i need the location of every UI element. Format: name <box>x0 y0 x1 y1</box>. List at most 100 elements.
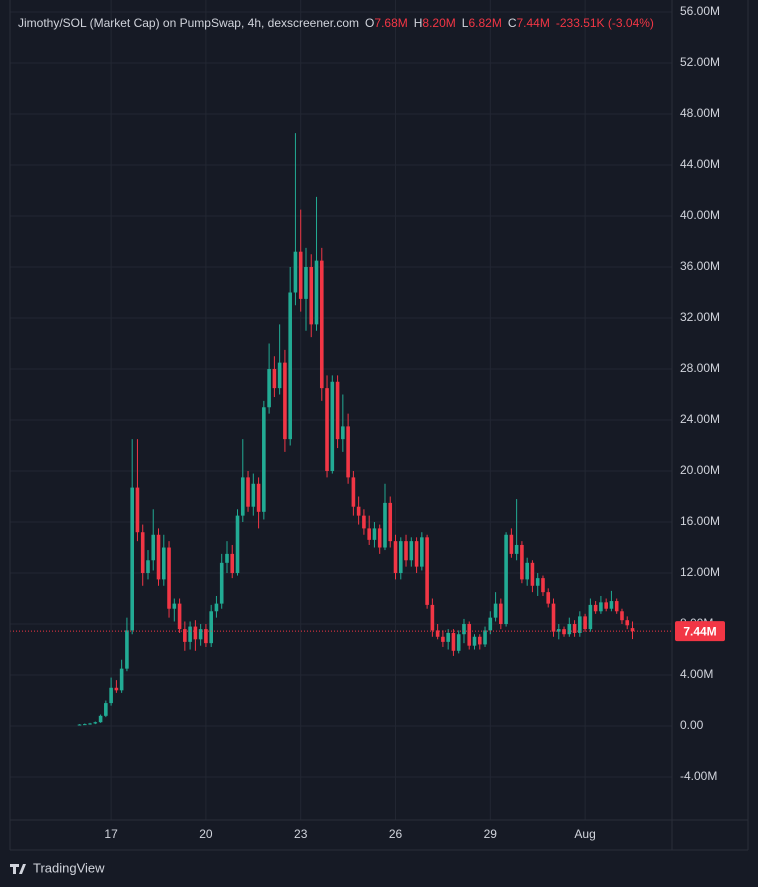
candle-body <box>298 251 303 299</box>
candle-body <box>346 426 350 478</box>
candle-body <box>546 592 551 604</box>
candle-body <box>335 381 340 440</box>
y-tick-label: 20.00M <box>680 463 720 477</box>
y-tick-label: 36.00M <box>680 259 720 273</box>
x-tick-label: 23 <box>294 827 308 841</box>
candles <box>10 133 672 726</box>
candle-body <box>588 604 593 630</box>
grid <box>10 0 672 820</box>
candle-body <box>325 388 329 472</box>
candle-body <box>462 624 466 635</box>
candle-body <box>177 603 182 630</box>
candle-body <box>293 251 298 293</box>
ohlc-label: C <box>508 16 517 30</box>
candle-body <box>572 624 577 633</box>
candle-body <box>246 477 250 507</box>
candle-body <box>377 528 382 548</box>
candle-body <box>156 534 161 580</box>
logo-icon <box>10 864 26 874</box>
candle-body <box>93 722 98 724</box>
y-tick-label: 56.00M <box>680 4 720 18</box>
logo: TradingView <box>10 860 105 875</box>
candle-body <box>230 553 235 574</box>
candle-body <box>525 562 529 580</box>
candle-body <box>504 534 508 625</box>
candle-body <box>456 634 461 651</box>
candle-body <box>251 483 256 507</box>
candle-body <box>404 541 408 561</box>
candle-body <box>551 603 556 632</box>
candle-body <box>98 715 103 723</box>
last-price-box <box>675 621 725 642</box>
x-tick-label: 17 <box>104 827 118 841</box>
candle-body <box>578 616 582 633</box>
ohlc-label: H <box>414 16 423 30</box>
candle-body <box>467 624 472 646</box>
candle-body <box>262 407 266 512</box>
candle-body <box>135 487 140 533</box>
candle-body <box>319 260 324 389</box>
x-tick-label: Aug <box>574 827 595 841</box>
candle-body <box>630 628 635 632</box>
candle-body <box>441 636 445 642</box>
candle-body <box>583 616 587 630</box>
candle-body <box>82 724 87 726</box>
candle-body <box>614 601 619 612</box>
candle-body <box>151 534 156 561</box>
candle-body <box>372 528 377 540</box>
candle-body <box>599 602 603 612</box>
candle-body <box>130 487 134 631</box>
candle-body <box>535 578 540 586</box>
candle-body <box>140 532 145 574</box>
candle-body <box>620 611 624 621</box>
chart-header: Jimothy/SOL (Market Cap) on PumpSwap, 4h… <box>18 16 654 30</box>
candle-body <box>77 724 82 726</box>
candle-body <box>198 629 203 640</box>
candle-body <box>193 626 198 640</box>
ohlc-value: 7.68M <box>374 16 407 30</box>
labels: -4.00M0.004.00M8.00M12.00M16.00M20.00M24… <box>104 4 725 841</box>
candle-body <box>330 381 335 472</box>
candle-body <box>509 534 514 554</box>
candle-body <box>283 362 287 440</box>
candle-body <box>483 630 487 645</box>
candle-body <box>625 620 630 626</box>
title: Jimothy/SOL (Market Cap) on PumpSwap, 4h… <box>18 16 359 30</box>
candle-body <box>204 629 208 644</box>
y-tick-label: 16.00M <box>680 514 720 528</box>
candle-body <box>125 630 129 669</box>
candle-body <box>104 703 108 716</box>
candle-body <box>520 544 524 580</box>
y-tick-label: 24.00M <box>680 412 720 426</box>
candle-body <box>119 668 124 691</box>
candle-body <box>146 560 150 574</box>
candle-body <box>398 541 403 574</box>
y-tick-label: 40.00M <box>680 208 720 222</box>
candle-body <box>499 603 503 625</box>
candle-body <box>472 636 477 646</box>
candle-body <box>430 604 435 631</box>
candle-body <box>362 515 366 529</box>
candle-body <box>356 506 361 516</box>
candle-body <box>272 369 277 389</box>
candle-body <box>209 611 213 644</box>
candle-body <box>393 541 398 574</box>
candle-body <box>409 541 414 561</box>
ohlc-value: 8.20M <box>422 16 455 30</box>
candle-body <box>114 687 119 691</box>
candle-body <box>562 629 566 635</box>
ohlc-label: L <box>462 16 469 30</box>
y-tick-label: 32.00M <box>680 310 720 324</box>
ohlc-value: 6.82M <box>468 16 501 30</box>
candle-body <box>341 426 345 440</box>
y-tick-label: 12.00M <box>680 565 720 579</box>
change: -233.51K (-3.04%) <box>556 16 654 30</box>
candle-body <box>383 502 387 548</box>
candle-body <box>277 362 282 389</box>
candle-body <box>309 267 314 325</box>
candle-body <box>609 601 614 609</box>
candle-body <box>304 267 308 299</box>
candle-body <box>167 547 171 609</box>
